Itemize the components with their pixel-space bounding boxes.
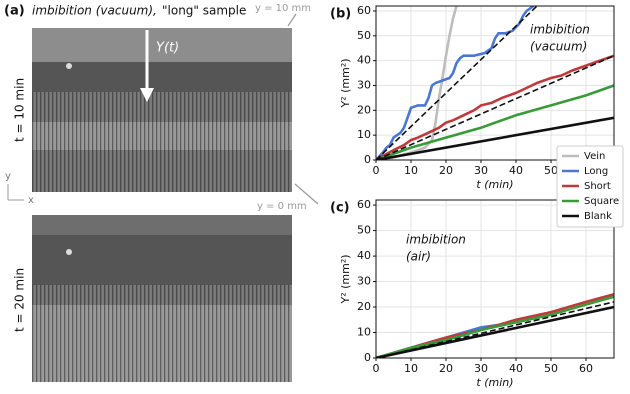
- data-line: [376, 116, 614, 160]
- marker-label: y = 0 mm: [257, 201, 307, 212]
- panel-label: (b): [330, 7, 351, 22]
- panel-label: (c): [330, 201, 350, 216]
- data-line: [376, 6, 535, 160]
- photo-20min: [32, 215, 292, 382]
- data-line: [376, 305, 614, 358]
- legend-label: Short: [584, 181, 611, 192]
- plot-frame: [375, 199, 615, 359]
- y-tick-label: 50: [357, 29, 371, 42]
- y-tick-label: 0: [364, 153, 371, 166]
- plot-lines: [376, 293, 614, 358]
- x-tick-label: 40: [509, 164, 523, 177]
- legend-label: Vein: [584, 151, 605, 162]
- y-tick-label: 60: [357, 4, 371, 17]
- annotation: (air): [406, 250, 431, 264]
- y-tick-label: 50: [357, 224, 371, 237]
- annotation: imbibition: [406, 233, 466, 247]
- annotation: imbibition: [530, 23, 590, 37]
- plot-frame: [375, 5, 615, 161]
- plot-lines: [376, 6, 614, 160]
- arrow-label: Y(t): [156, 41, 179, 56]
- panel-label: (a): [4, 4, 25, 19]
- x-tick-label: 10: [404, 164, 418, 177]
- data-line: [376, 54, 614, 160]
- y-tick-label: 20: [357, 103, 371, 116]
- panel-title: "long" sample: [162, 4, 246, 18]
- annotation: (vacuum): [530, 40, 587, 54]
- legend-label: Blank: [584, 211, 612, 222]
- panel-title: imbibition (vacuum),: [32, 4, 157, 18]
- photo-10min: [32, 28, 292, 192]
- fit-line: [376, 6, 538, 160]
- y-tick-label: 0: [364, 351, 371, 364]
- x-tick-label: 20: [439, 164, 453, 177]
- x-tick-label: 20: [439, 362, 453, 375]
- x-tick-label: 0: [373, 164, 380, 177]
- y-tick-label: 10: [357, 128, 371, 141]
- y-axis-label: Y² (mm²): [339, 58, 352, 108]
- y-axis-label: Y² (mm²): [339, 254, 352, 304]
- x-tick-label: 40: [509, 362, 523, 375]
- legend-label: Square: [584, 196, 619, 207]
- time-label: t = 20 min: [13, 268, 27, 332]
- marker-label: y = 10 mm: [255, 3, 311, 14]
- y-tick-label: 60: [357, 198, 371, 211]
- fit-line: [376, 54, 614, 160]
- x-tick-label: 50: [544, 362, 558, 375]
- x-tick-label: 10: [404, 362, 418, 375]
- fit-line: [376, 301, 614, 358]
- time-label: t = 10 min: [13, 78, 27, 142]
- x-tick-label: 60: [579, 362, 593, 375]
- marker-arrow: [294, 183, 319, 205]
- x-tick-label: 30: [474, 362, 488, 375]
- y-tick-label: 20: [357, 300, 371, 313]
- x-axis-label: t (min): [476, 178, 513, 191]
- y-tick-label: 30: [357, 275, 371, 288]
- x-tick-label: 0: [373, 362, 380, 375]
- y-tick-label: 40: [357, 54, 371, 67]
- data-line: [376, 84, 614, 160]
- x-axis-label: t (min): [476, 376, 513, 389]
- front-arrow-head: [140, 88, 154, 102]
- axis-x-label: x: [28, 195, 34, 206]
- data-line: [376, 295, 614, 358]
- y-tick-label: 40: [357, 249, 371, 262]
- legend-label: Long: [584, 166, 608, 177]
- y-tick-label: 30: [357, 78, 371, 91]
- x-tick-label: 50: [544, 164, 558, 177]
- legend-box: [556, 145, 624, 228]
- x-tick-label: 30: [474, 164, 488, 177]
- marker-arrow: [287, 13, 297, 27]
- axis-y-label: y: [5, 171, 11, 182]
- y-tick-label: 10: [357, 326, 371, 339]
